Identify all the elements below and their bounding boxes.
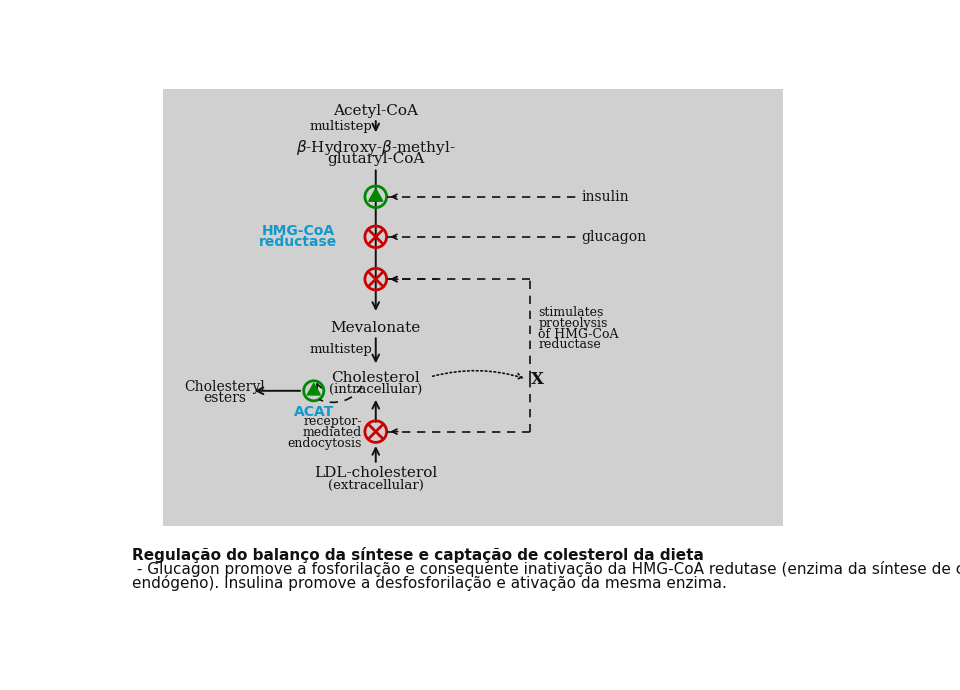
Text: (intracellular): (intracellular) bbox=[329, 383, 422, 396]
Text: ACAT: ACAT bbox=[294, 404, 334, 419]
Text: of HMG-CoA: of HMG-CoA bbox=[539, 328, 619, 341]
Text: - Glucagon promove a fosforilação e consequente inativação da HMG-CoA redutase (: - Glucagon promove a fosforilação e cons… bbox=[132, 561, 960, 577]
Text: endógeno). Insulina promove a desfosforilação e ativação da mesma enzima.: endógeno). Insulina promove a desfosfori… bbox=[132, 575, 727, 591]
Text: stimulates: stimulates bbox=[539, 306, 604, 319]
Text: HMG-CoA: HMG-CoA bbox=[262, 224, 335, 237]
Text: glutaryl-CoA: glutaryl-CoA bbox=[327, 152, 424, 166]
Text: insulin: insulin bbox=[581, 190, 629, 204]
Text: Cholesterol: Cholesterol bbox=[331, 371, 420, 385]
Text: $\beta$-Hydroxy-$\beta$-methyl-: $\beta$-Hydroxy-$\beta$-methyl- bbox=[296, 138, 456, 157]
Text: glucagon: glucagon bbox=[581, 230, 646, 244]
Text: proteolysis: proteolysis bbox=[539, 317, 608, 330]
Text: esters: esters bbox=[204, 391, 246, 405]
Bar bbox=[162, 89, 782, 526]
Text: X: X bbox=[531, 371, 543, 388]
Text: reductase: reductase bbox=[259, 235, 337, 249]
Text: receptor-: receptor- bbox=[303, 415, 362, 428]
Text: Mevalonate: Mevalonate bbox=[330, 322, 420, 335]
Polygon shape bbox=[369, 188, 383, 201]
Text: Acetyl-CoA: Acetyl-CoA bbox=[333, 104, 419, 119]
Text: multistep: multistep bbox=[309, 120, 372, 133]
Text: LDL-cholesterol: LDL-cholesterol bbox=[314, 466, 438, 480]
Text: (extracellular): (extracellular) bbox=[327, 479, 423, 491]
Text: reductase: reductase bbox=[539, 338, 601, 351]
Text: Regulação do balanço da síntese e captação de colesterol da dieta: Regulação do balanço da síntese e captaç… bbox=[132, 547, 704, 563]
Polygon shape bbox=[307, 383, 321, 395]
Text: multistep: multistep bbox=[309, 344, 372, 357]
Text: Cholesteryl: Cholesteryl bbox=[184, 380, 265, 394]
Text: mediated: mediated bbox=[302, 426, 362, 440]
Text: endocytosis: endocytosis bbox=[287, 437, 362, 450]
